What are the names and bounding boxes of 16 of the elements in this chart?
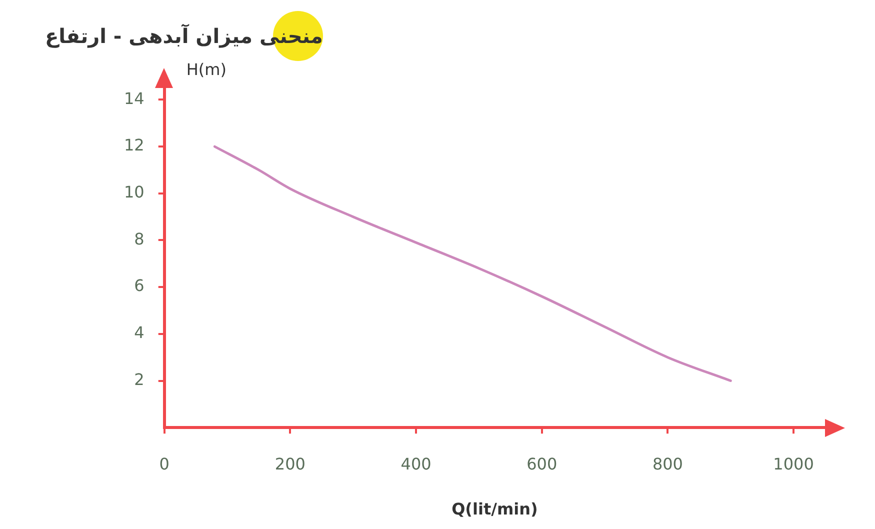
y-tick-label: 2 [134,370,144,389]
x-tick-label: 800 [652,454,683,474]
y-tick-label: 6 [134,276,144,296]
y-tick-label: 10 [124,182,144,202]
x-tick-label: 600 [526,454,558,474]
x-tick-label: 200 [274,454,306,474]
y-tick-label: 12 [124,136,144,155]
x-tick-label: 0 [159,454,170,474]
line-series [213,145,732,382]
x-axis-title: Q(lit/min) [452,500,538,519]
y-tick-label: 14 [124,88,144,108]
x-tick-label: 400 [400,454,432,474]
y-axis-title: H(m) [186,60,226,79]
x-tick-label: 1000 [773,454,814,474]
y-tick-label: 4 [134,323,144,342]
y-tick-label: 8 [134,229,144,248]
